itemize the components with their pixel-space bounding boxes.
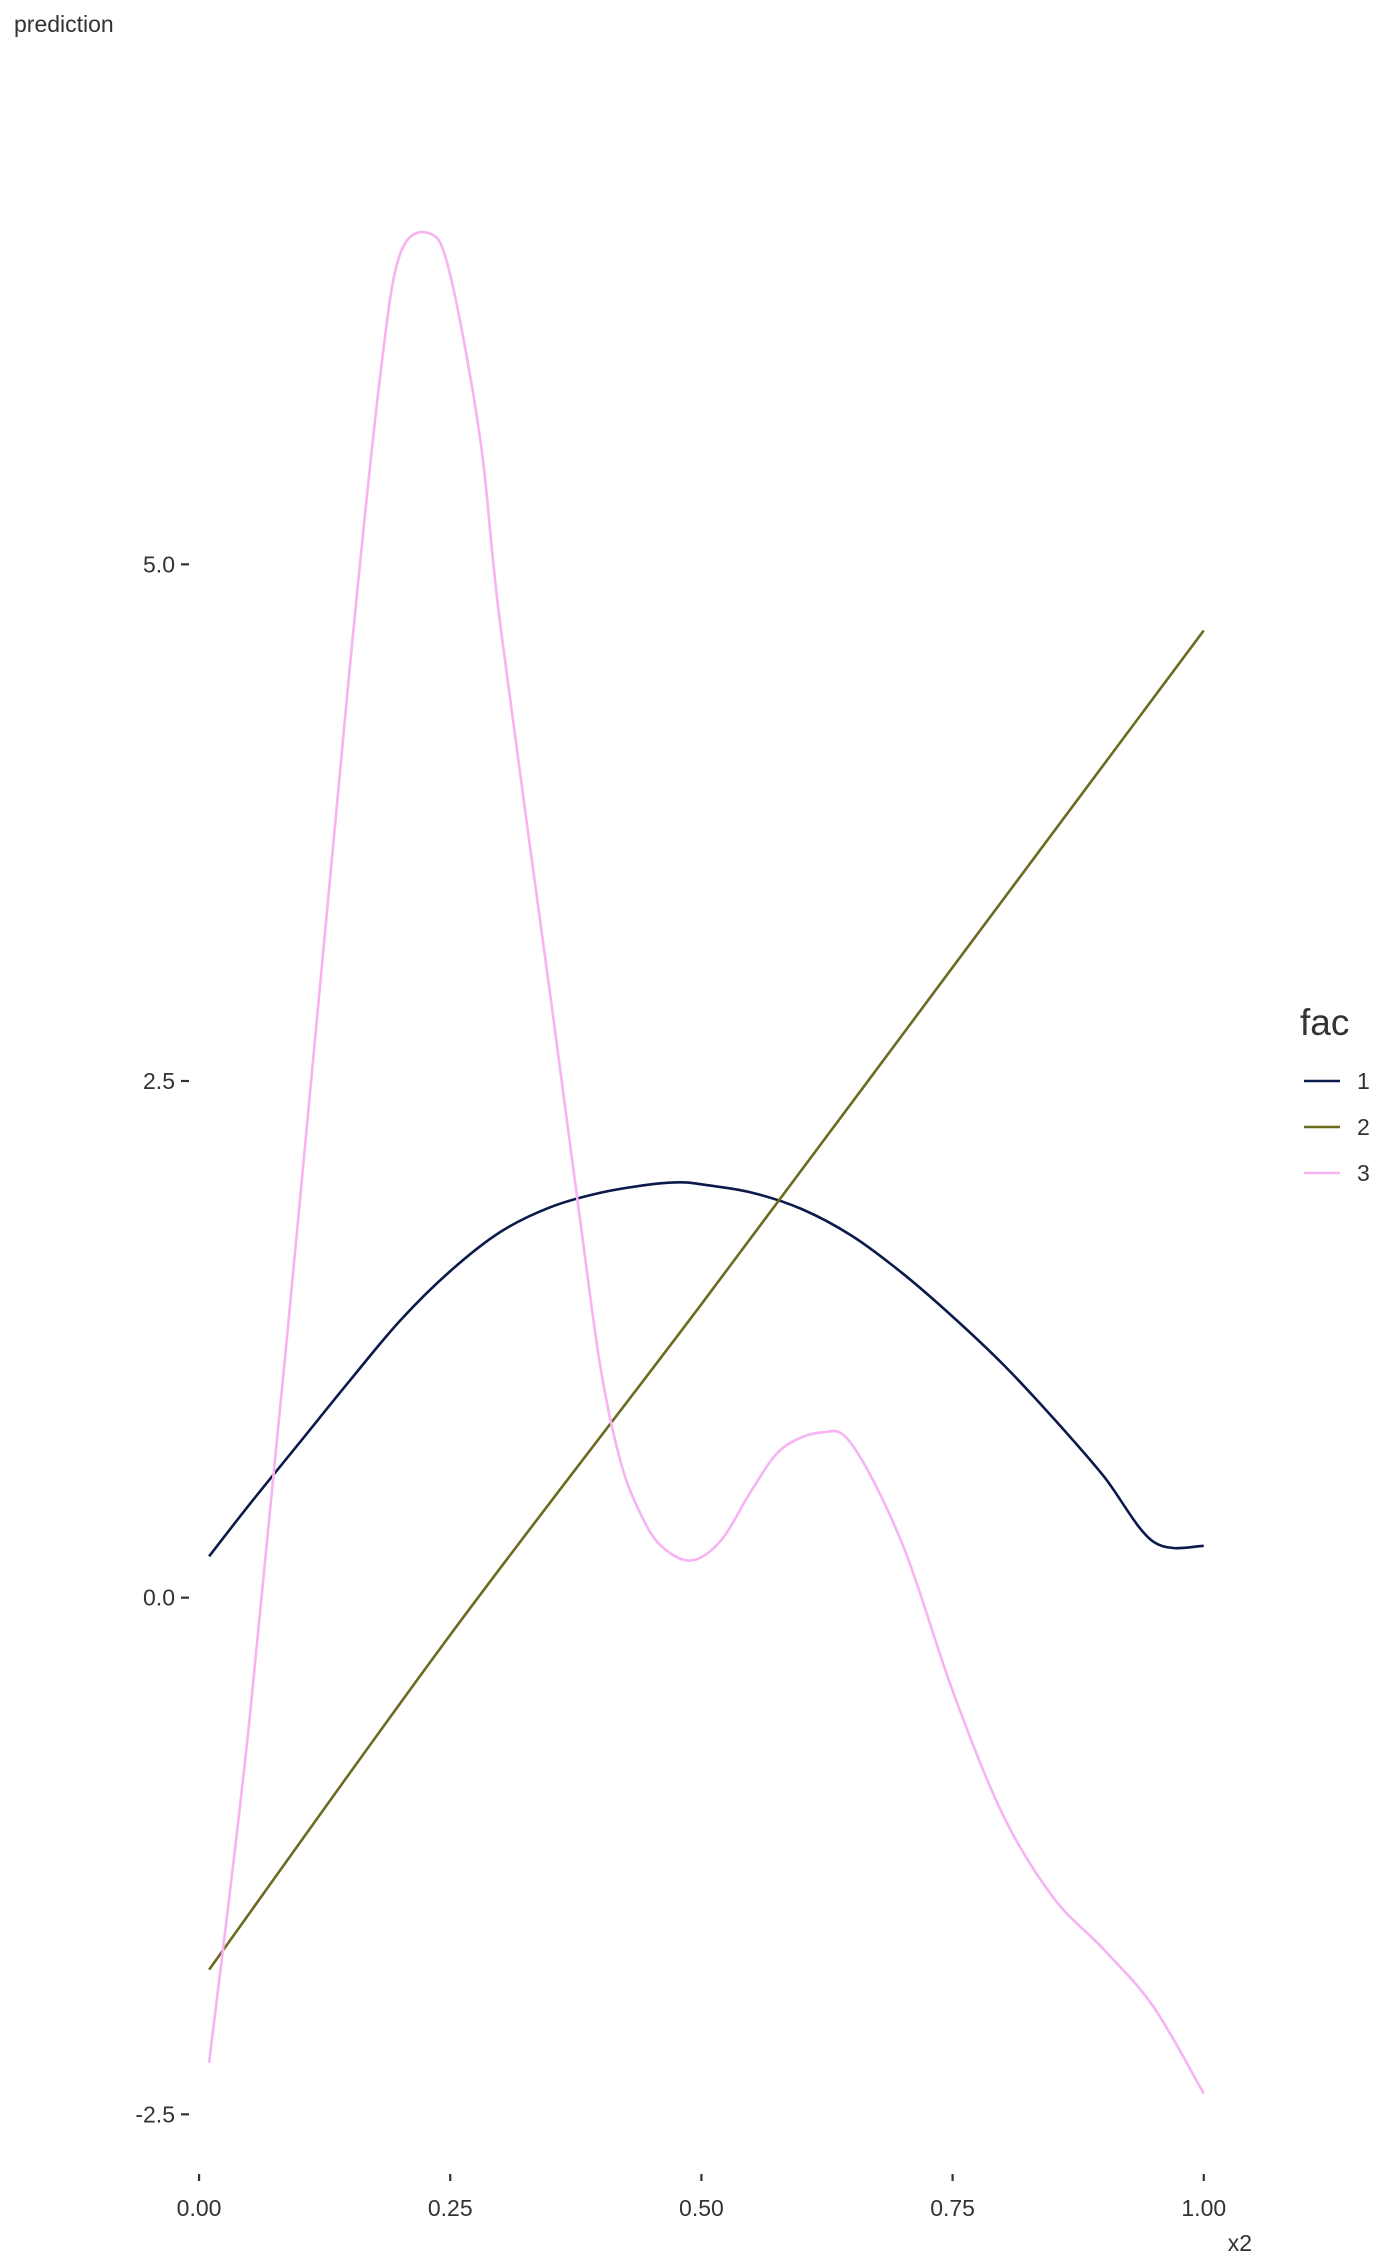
series-line-2 <box>208 629 1205 1971</box>
series-line-3 <box>207 230 1205 2095</box>
x-tick-label: 0.75 <box>930 2195 975 2221</box>
series-line-1 <box>208 1180 1204 1558</box>
x-tick-label: 0.25 <box>428 2195 473 2221</box>
y-axis-title: prediction <box>14 11 114 37</box>
legend-label-2: 2 <box>1357 1114 1370 1140</box>
axes: -2.5 0.0 2.5 5.0 0.00 0.25 0.50 0.75 1.00 <box>135 551 1226 2221</box>
legend-title: fac <box>1300 1002 1349 1043</box>
plot-area <box>207 230 1205 2095</box>
legend: fac 1 2 3 <box>1300 1002 1370 1186</box>
x-tick-label: 1.00 <box>1181 2195 1226 2221</box>
y-tick-label: 5.0 <box>143 551 175 577</box>
legend-label-3: 3 <box>1357 1160 1370 1186</box>
legend-label-1: 1 <box>1357 1068 1370 1094</box>
y-tick-label: -2.5 <box>135 2101 175 2127</box>
x-axis-title: x2 <box>1228 2230 1252 2256</box>
x-tick-label: 0.00 <box>177 2195 222 2221</box>
x-tick-label: 0.50 <box>679 2195 724 2221</box>
y-tick-label: 0.0 <box>143 1585 175 1611</box>
y-tick-label: 2.5 <box>143 1068 175 1094</box>
